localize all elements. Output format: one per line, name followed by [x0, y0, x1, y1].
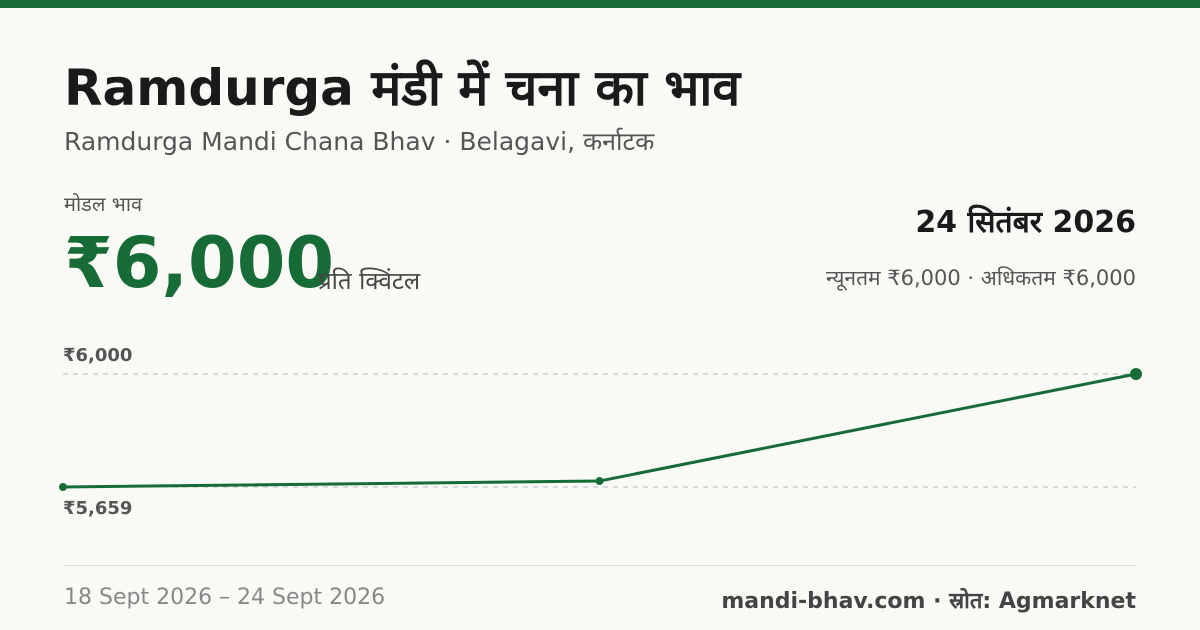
price-unit: प्रति क्विंटल: [318, 267, 421, 295]
title: Ramdurga मंडी में चना का भाव: [64, 59, 741, 117]
chart: ₹6,000 ₹5,659: [59, 345, 1142, 519]
subtitle: Ramdurga Mandi Chana Bhav · Belagavi, कर…: [64, 127, 655, 156]
line: [62, 372, 1137, 489]
point: [595, 477, 604, 486]
top-bar: [0, 0, 1200, 8]
price-date: 24 सितंबर 2026: [915, 205, 1136, 240]
y-tick-label: ₹5,659: [63, 498, 132, 519]
price-value: ₹6,000: [64, 222, 335, 304]
point: [59, 483, 67, 491]
divider: [64, 565, 1136, 566]
price-label: मोडल भाव: [64, 192, 143, 216]
point: [1130, 368, 1142, 380]
date-range: 18 Sept 2026 – 24 Sept 2026: [64, 585, 386, 610]
price-range: न्यूनतम ₹6,000 · अधिकतम ₹6,000: [826, 266, 1136, 290]
source: mandi-bhav.com · स्रोत: Agmarknet: [721, 589, 1136, 614]
y-tick-label: ₹6,000: [63, 345, 132, 366]
